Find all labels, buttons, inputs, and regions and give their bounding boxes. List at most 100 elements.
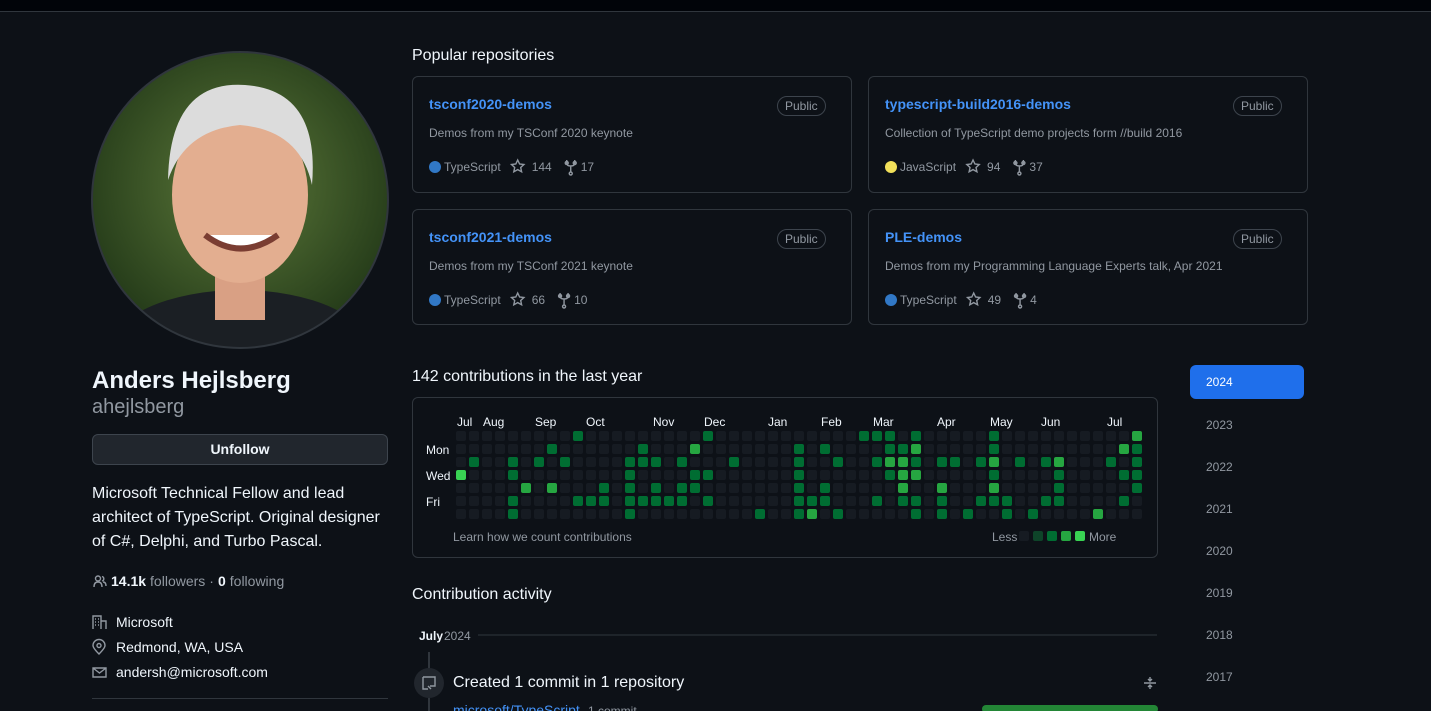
following-count[interactable]: 0 [217, 573, 226, 589]
contribution-cell [1067, 496, 1077, 506]
contribution-cell [820, 470, 830, 480]
contribution-cell [1015, 496, 1025, 506]
month-label: Sep [535, 415, 557, 429]
contribution-cell [651, 470, 661, 480]
location: Redmond, WA, USA [116, 639, 244, 655]
activity-commits: 1 commit [588, 704, 637, 711]
contribution-cell [651, 431, 661, 441]
contribution-cell [924, 431, 934, 441]
collapse-icon [1144, 677, 1156, 689]
year-link[interactable]: 2020 [1206, 544, 1233, 558]
contribution-cell [1119, 444, 1129, 454]
contribution-cell [469, 431, 479, 441]
contribution-cell [742, 431, 752, 441]
contribution-cell [456, 457, 466, 467]
contribution-cell [833, 444, 843, 454]
repo-name[interactable]: tsconf2020-demos [429, 96, 552, 112]
repo-forks[interactable]: 10 [574, 293, 588, 307]
contribution-cell [846, 496, 856, 506]
top-bar [0, 0, 1431, 12]
repo-stars[interactable]: 66 [531, 293, 546, 307]
contribution-cell [807, 457, 817, 467]
contribution-cell [703, 496, 713, 506]
contribution-cell [950, 470, 960, 480]
contribution-cell [1080, 470, 1090, 480]
contribution-cell [729, 444, 739, 454]
contribution-cell [677, 457, 687, 467]
year-link[interactable]: 2021 [1206, 502, 1233, 516]
contribution-cell [508, 470, 518, 480]
repo-stars[interactable]: 49 [987, 293, 1002, 307]
legend-cell [1075, 531, 1085, 541]
contribution-cell [651, 483, 661, 493]
contribution-cell [807, 444, 817, 454]
followers-count[interactable]: 14.1k [111, 573, 147, 589]
contribution-cell [1054, 509, 1064, 519]
contribution-cell [1132, 483, 1142, 493]
month-label: Dec [704, 415, 726, 429]
contribution-cell [1106, 470, 1116, 480]
year-link[interactable]: 2018 [1206, 628, 1233, 642]
contribution-cell [1119, 431, 1129, 441]
repo-forks[interactable]: 37 [1029, 160, 1043, 174]
repo-forks[interactable]: 4 [1030, 293, 1037, 307]
contribution-cell [885, 470, 895, 480]
contribution-cell [547, 483, 557, 493]
repo-name[interactable]: PLE-demos [885, 229, 963, 245]
contribution-cell [807, 496, 817, 506]
contribution-cell [1119, 496, 1129, 506]
repo-card [868, 209, 1308, 325]
repo-name[interactable]: tsconf2021-demos [429, 229, 552, 245]
profile-bio: Microsoft Technical Fellow and lead arch… [92, 485, 380, 550]
contribution-cell [716, 496, 726, 506]
repo-forks[interactable]: 17 [580, 160, 595, 174]
repo-name[interactable]: typescript-build2016-demos [885, 96, 1071, 112]
repo-stars[interactable]: 144 [531, 160, 552, 174]
contribution-cell [1015, 470, 1025, 480]
contribution-cell [716, 483, 726, 493]
year-link[interactable]: 2023 [1206, 418, 1233, 432]
contribution-cell [768, 457, 778, 467]
unfollow-button[interactable]: Unfollow [92, 434, 388, 465]
following-label[interactable]: following [229, 573, 285, 589]
repo-language: TypeScript [900, 293, 957, 307]
contribution-cell [833, 483, 843, 493]
contribution-cell [885, 496, 895, 506]
contribution-cell [625, 431, 635, 441]
contribution-cell [1015, 483, 1025, 493]
contribution-cell [872, 470, 882, 480]
contribution-cell [1080, 457, 1090, 467]
contribution-cell [482, 431, 492, 441]
contribution-cell [989, 431, 999, 441]
followers-label[interactable]: followers [150, 573, 206, 589]
contribution-cell [794, 483, 804, 493]
year-link[interactable]: 2022 [1206, 460, 1233, 474]
contribution-cell [937, 470, 947, 480]
contribution-cell [586, 483, 596, 493]
year-link[interactable]: 2017 [1206, 670, 1233, 684]
contribution-cell [1093, 444, 1103, 454]
contribution-cell [664, 457, 674, 467]
activity-repo[interactable]: microsoft/TypeScript [453, 702, 580, 711]
contribution-cell [547, 444, 557, 454]
learn-link[interactable]: Learn how we count contributions [453, 530, 632, 544]
contribution-cell [1093, 509, 1103, 519]
contribution-cell [755, 496, 765, 506]
contribution-cell [963, 470, 973, 480]
contribution-cell [469, 444, 479, 454]
contribution-cell [560, 496, 570, 506]
contribution-cell [599, 496, 609, 506]
contribution-cell [924, 444, 934, 454]
contribution-cell [716, 431, 726, 441]
email[interactable]: andersh@microsoft.com [116, 664, 268, 680]
year-link[interactable]: 2019 [1206, 586, 1233, 600]
contribution-cell [534, 509, 544, 519]
organization-icon [92, 615, 107, 629]
year-link[interactable]: 2024 [1190, 365, 1304, 399]
contribution-cell [547, 470, 557, 480]
contribution-cell [495, 496, 505, 506]
contribution-cell [1119, 470, 1129, 480]
contribution-cell [547, 431, 557, 441]
contribution-cell [872, 483, 882, 493]
repo-stars[interactable]: 94 [987, 160, 1001, 174]
